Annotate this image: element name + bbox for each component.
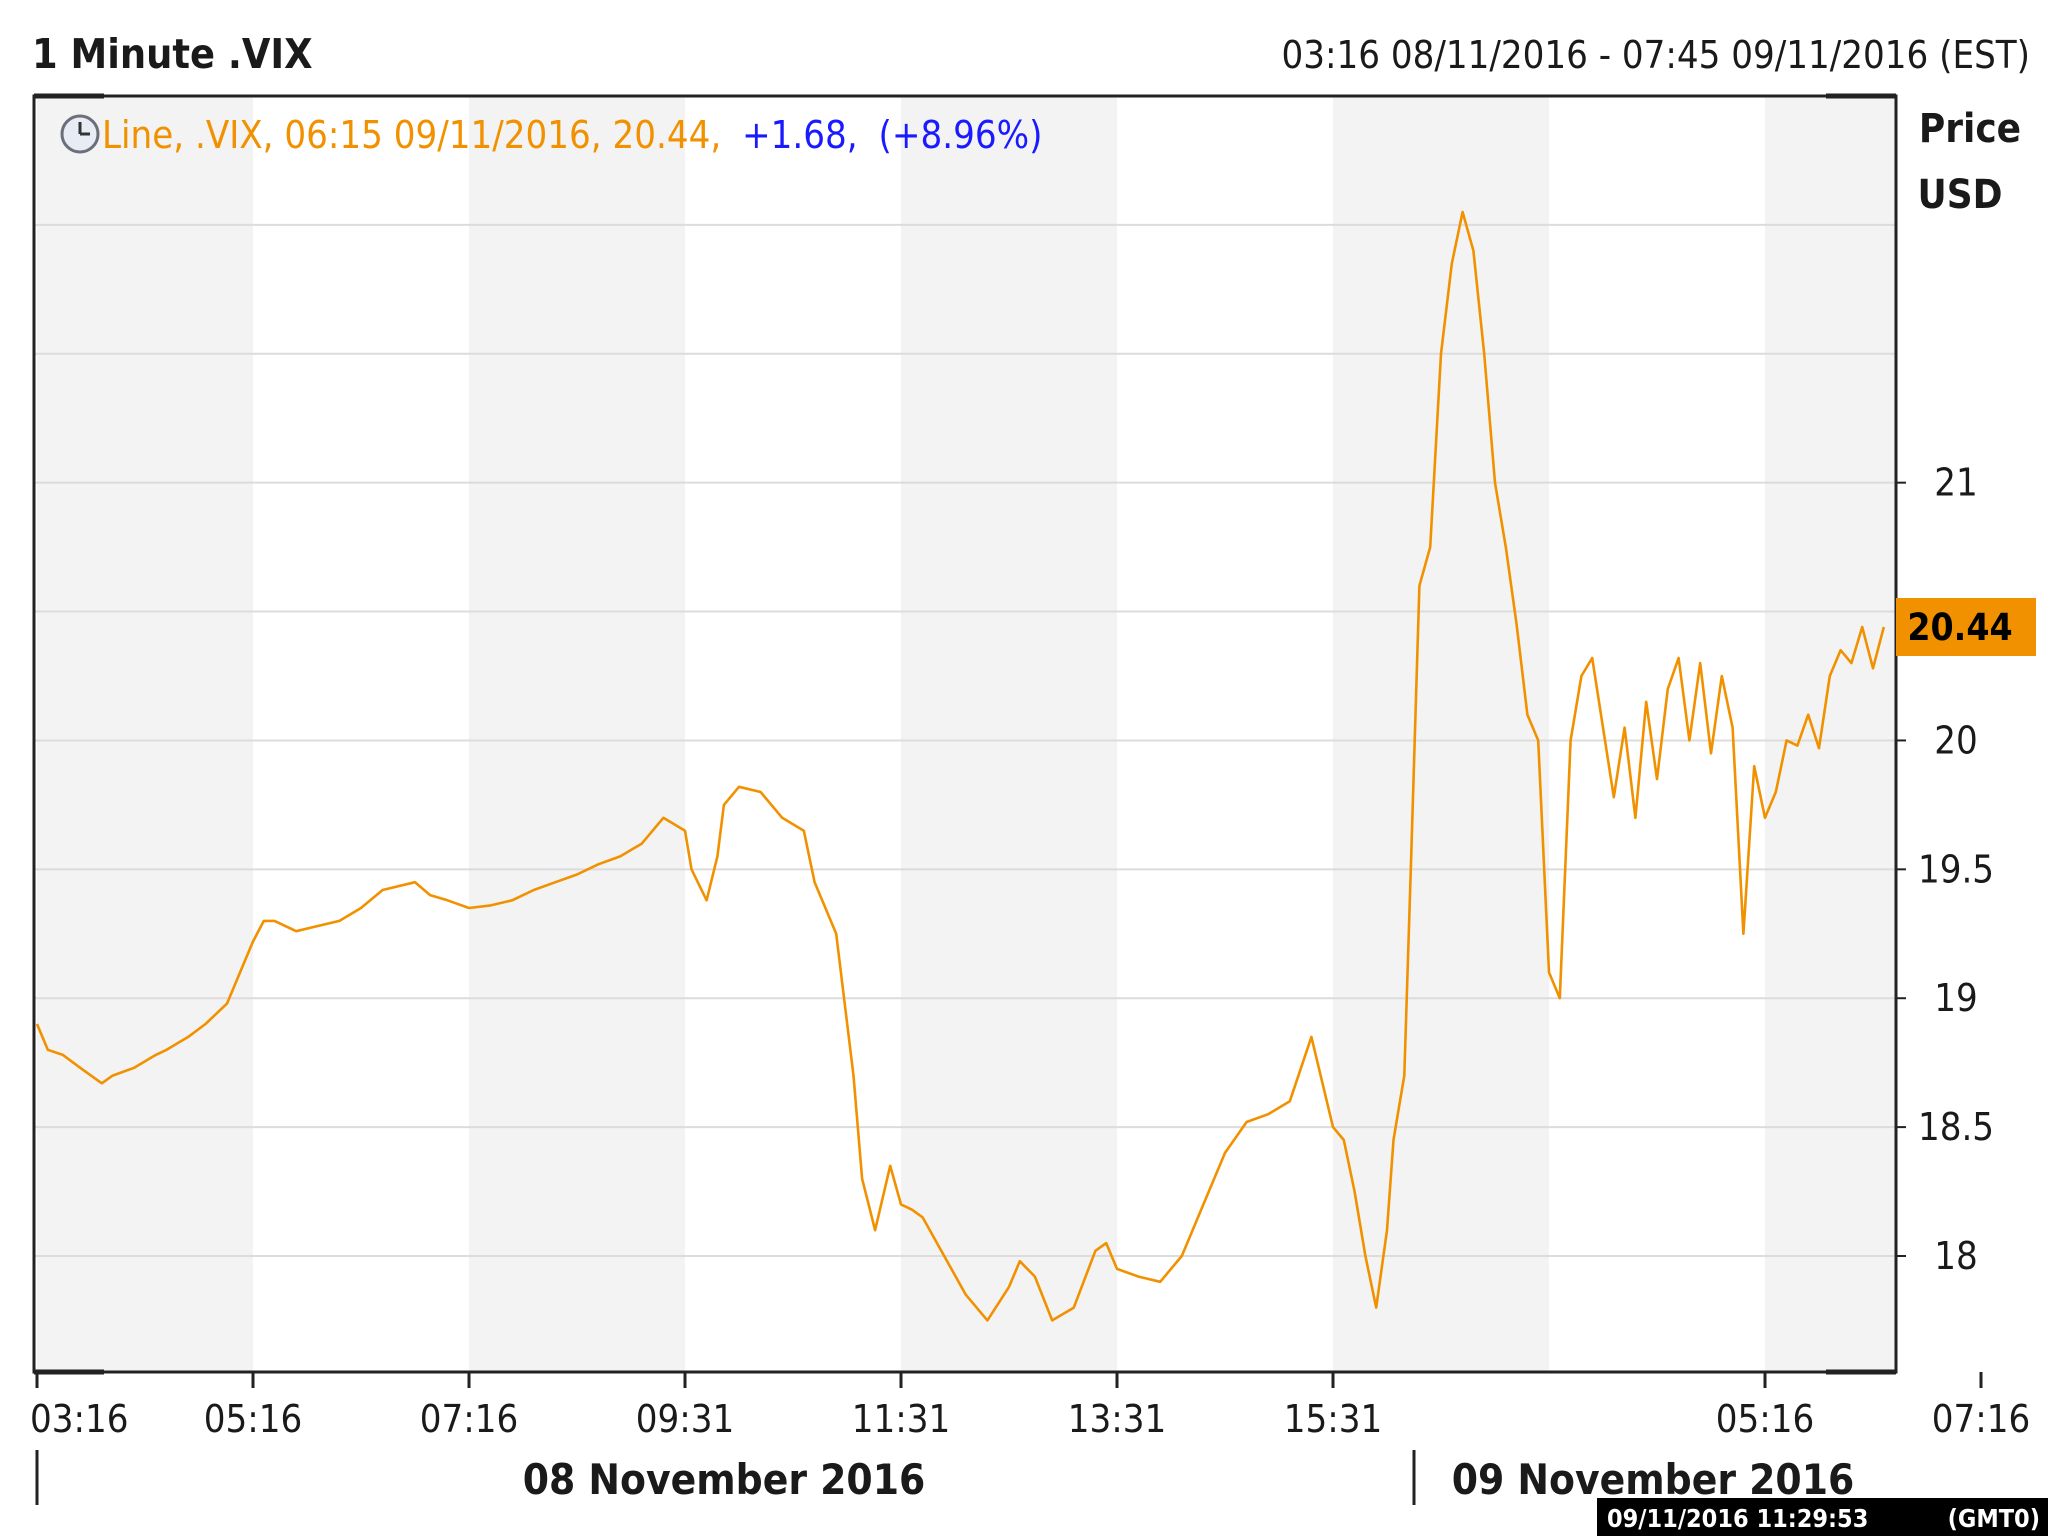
x-tick-label: 09:31 [636, 1397, 735, 1441]
chart-title: 1 Minute .VIX [32, 30, 313, 78]
x-axis-ticks: 03:16 05:16 07:16 09:31 11:31 13:31 15:31 05:16… [30, 1372, 2030, 1441]
y-tick-label: 19 [1934, 976, 1978, 1020]
x-tick-label: 07:16 [420, 1397, 519, 1441]
x-tick-label: 15:31 [1284, 1397, 1383, 1441]
legend-change: +1.68, [742, 113, 858, 157]
y-tick-label: 20 [1934, 718, 1978, 762]
y-tick-label: 21 [1934, 461, 1978, 505]
y-tick-label: 19.5 [1918, 847, 1994, 891]
series-line-vix [35, 210, 1886, 1322]
band-4 [901, 96, 1117, 1372]
x-tick-label: 13:31 [1068, 1397, 1167, 1441]
last-value-marker: 20.44 [1896, 598, 2036, 656]
band-6 [1333, 96, 1549, 1372]
x-tick-label: 05:16 [204, 1397, 303, 1441]
footer-timestamp: 09/11/2016 11:29:53 [1607, 1504, 1868, 1533]
grid-lines [34, 223, 1896, 1257]
x-tick-label: 11:31 [852, 1397, 951, 1441]
legend-change-pct: (+8.96%) [879, 113, 1043, 157]
alternating-bands [37, 96, 1896, 1372]
x-tick-label: 05:16 [1716, 1397, 1815, 1441]
svg-text:Line, .VIX, 06:15 09/11/2016,: Line, .VIX, 06:15 09/11/2016, 20.44, +1.… [102, 113, 1042, 157]
y-axis-label-price: Price [1919, 106, 2021, 152]
band-2 [469, 96, 685, 1372]
x-tick-label: 03:16 [30, 1397, 129, 1441]
last-value-label: 20.44 [1907, 606, 2012, 649]
band-0 [37, 96, 253, 1372]
timestamp-footer: 09/11/2016 11:29:53 (GMT0) [1597, 1498, 2048, 1536]
y-axis-ticks: 18 18.5 19 19.5 20 21 [1896, 461, 1994, 1278]
y-axis-label-usd: USD [1917, 172, 2002, 218]
clock-icon [60, 114, 100, 154]
plot-frame [32, 94, 1898, 1374]
date-label-nov9: 09 November 2016 [1452, 1455, 1855, 1504]
date-range: 03:16 08/11/2016 - 07:45 09/11/2016 (EST… [1281, 33, 2030, 77]
x-tick-label: 07:16 [1932, 1397, 2031, 1441]
footer-timezone: (GMT0) [1948, 1504, 2040, 1533]
date-label-nov8: 08 November 2016 [523, 1455, 926, 1504]
band-8 [1765, 96, 1896, 1372]
legend: Line, .VIX, 06:15 09/11/2016, 20.44, +1.… [60, 113, 1042, 157]
y-tick-label: 18 [1934, 1234, 1978, 1278]
y-tick-label: 18.5 [1918, 1105, 1994, 1149]
legend-prefix: Line, .VIX, 06:15 09/11/2016, 20.44, [102, 113, 721, 157]
